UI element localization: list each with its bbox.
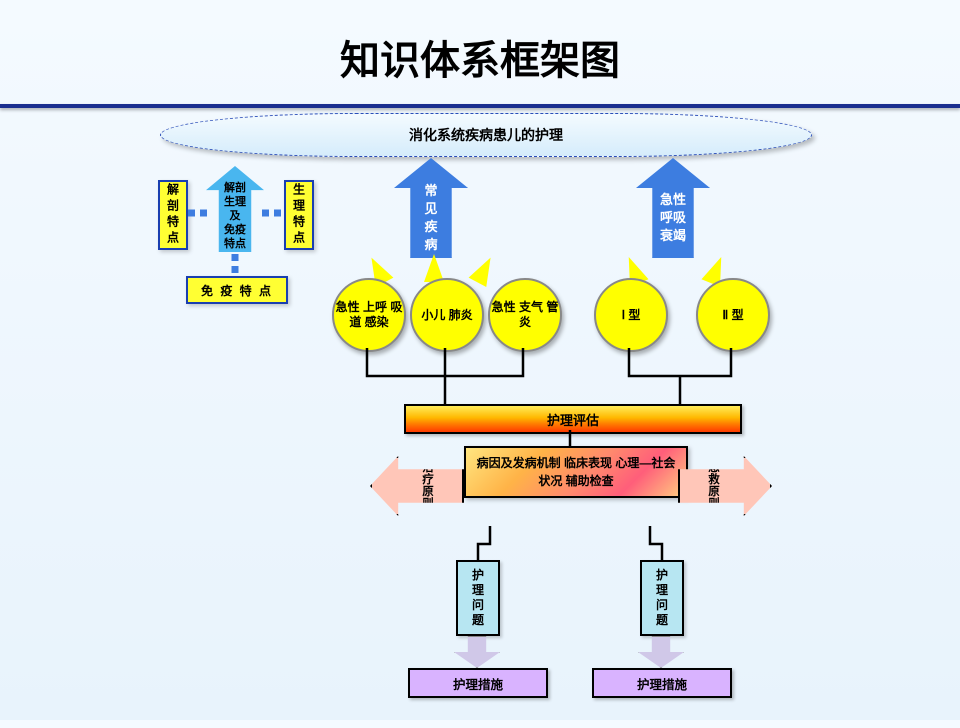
issue-box-right: 护 理 问 题 xyxy=(640,560,684,636)
arrow-acute-resp: 急性 呼吸 衰竭 xyxy=(636,158,710,258)
connectors-center-issues xyxy=(400,526,760,566)
circle-type1: Ⅰ 型 xyxy=(594,278,668,352)
circle-type2: Ⅱ 型 xyxy=(696,278,770,352)
circle-pneumonia: 小儿 肺炎 xyxy=(410,278,484,352)
circle-upper-resp: 急性 上呼 吸道 感染 xyxy=(332,278,406,352)
cloud-header: 消化系统疾病患儿的护理 xyxy=(160,113,812,157)
measures-right: 护理措施 xyxy=(592,668,732,698)
down-arrow-left xyxy=(454,636,500,668)
left-arrow-treatment: 治 疗 原 则 xyxy=(370,456,464,516)
assess-bar: 护理评估 xyxy=(404,404,742,434)
right-arrow-rescue: 急 救 原 则 xyxy=(678,456,772,516)
tail3 xyxy=(469,253,500,287)
center-box: 病因及发病机制 临床表现 心理—社会状况 辅助检查 xyxy=(464,446,688,498)
left-center-arrow: 解剖 生理 及 免疫 特点 xyxy=(206,166,264,252)
circle-bronchitis: 急性 支气 管炎 xyxy=(488,278,562,352)
arrow-common-disease: 常 见 疾 病 xyxy=(394,158,468,258)
left-box-anatomy: 解剖特点 xyxy=(158,180,188,250)
diagram-canvas: 消化系统疾病患儿的护理 解剖 生理 及 免疫 特点 解剖特点 生理特点 免 疫 … xyxy=(0,108,960,728)
down-arrow-right xyxy=(638,636,684,668)
issue-box-left: 护 理 问 题 xyxy=(456,560,500,636)
page-title: 知识体系框架图 xyxy=(0,0,960,86)
left-box-physiology: 生理特点 xyxy=(284,180,314,250)
left-box-immune: 免 疫 特 点 xyxy=(186,276,288,304)
measures-left: 护理措施 xyxy=(408,668,548,698)
